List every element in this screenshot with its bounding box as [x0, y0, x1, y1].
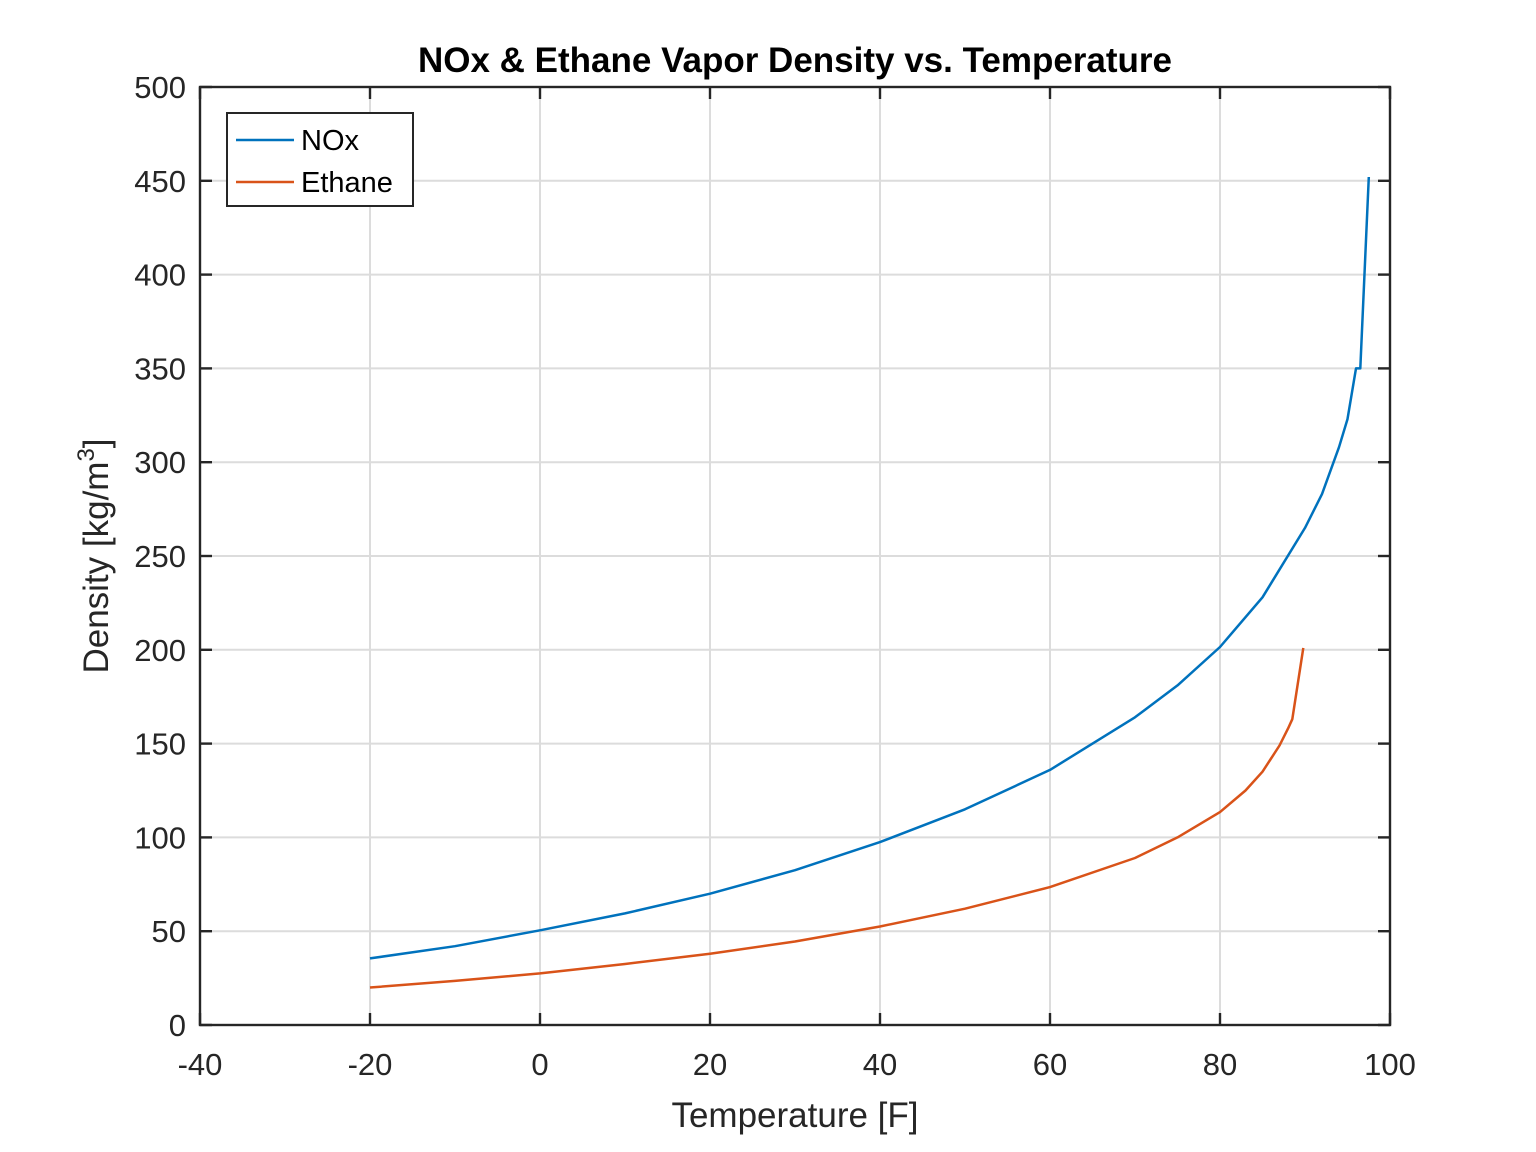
y-axis-label-superscript: 3 — [73, 448, 100, 461]
legend-label-nox: NOx — [301, 125, 360, 157]
y-axis-label: Density [kg/m3] — [73, 438, 116, 673]
y-tick-labels: 0 50 100 150 200 250 300 350 400 450 500 — [134, 70, 186, 1043]
legend-box — [226, 112, 414, 207]
x-tick-label: 60 — [1033, 1047, 1067, 1082]
x-tick-label: 80 — [1203, 1047, 1237, 1082]
series-lines — [369, 176, 1371, 989]
x-tick-label: -20 — [348, 1047, 393, 1082]
y-tick-label: 100 — [134, 820, 186, 855]
series-line-nox — [369, 176, 1371, 960]
x-axis-label: Temperature [F] — [671, 1096, 918, 1135]
legend-label-ethane: Ethane — [301, 167, 393, 199]
y-tick-label: 300 — [134, 445, 186, 480]
y-tick-label: 150 — [134, 727, 186, 762]
y-tick-label: 450 — [134, 164, 186, 199]
legend: NOx Ethane — [226, 112, 414, 207]
y-tick-label: 200 — [134, 633, 186, 668]
x-tick-label: 40 — [863, 1047, 897, 1082]
y-axis-label-main: Density [kg/m — [77, 462, 116, 674]
x-tick-label: 20 — [693, 1047, 727, 1082]
y-axis-label-end: ] — [77, 438, 116, 448]
y-tick-label: 350 — [134, 351, 186, 386]
y-tick-label: 250 — [134, 539, 186, 574]
y-tick-label: 0 — [169, 1008, 186, 1043]
axis-ticks — [198, 85, 1392, 1027]
x-tick-label: 0 — [531, 1047, 548, 1082]
y-tick-label: 500 — [134, 70, 186, 105]
series-line-ethane — [369, 647, 1305, 989]
x-tick-labels: -40 -20 0 20 40 60 80 100 — [178, 1047, 1416, 1082]
x-tick-label: -40 — [178, 1047, 223, 1082]
y-tick-label: 50 — [152, 914, 186, 949]
chart-title: NOx & Ethane Vapor Density vs. Temperatu… — [418, 41, 1172, 80]
x-tick-label: 100 — [1364, 1047, 1416, 1082]
grid-lines — [200, 87, 1390, 1025]
y-tick-label: 400 — [134, 258, 186, 293]
